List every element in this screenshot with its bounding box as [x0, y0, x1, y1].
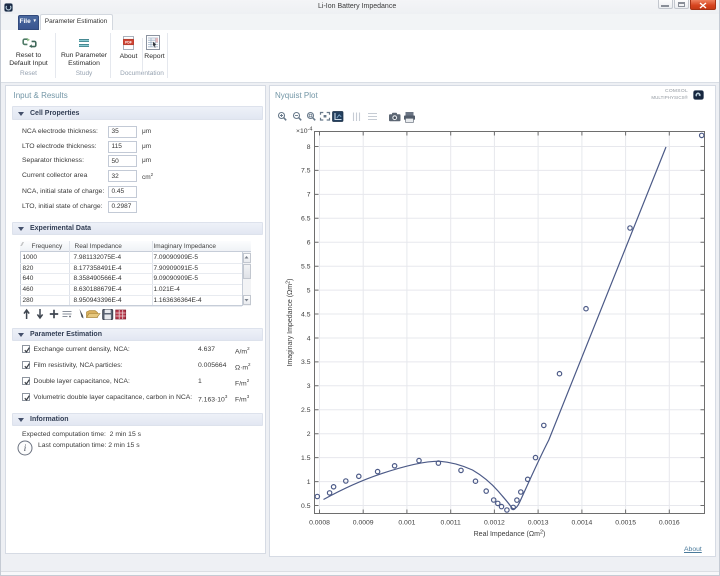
svg-text:0.001: 0.001 [398, 520, 415, 527]
svg-text:5: 5 [307, 287, 311, 294]
svg-text:1: 1 [307, 479, 311, 486]
svg-text:2.5: 2.5 [301, 407, 311, 414]
svg-text:5.5: 5.5 [301, 264, 311, 271]
svg-text:3: 3 [307, 383, 311, 390]
svg-text:6.5: 6.5 [301, 216, 311, 223]
svg-text:7.5: 7.5 [301, 168, 311, 175]
svg-text:0.0008: 0.0008 [309, 520, 330, 527]
svg-text:7: 7 [307, 192, 311, 199]
svg-text:0.0015: 0.0015 [615, 520, 636, 527]
svg-text:4: 4 [307, 335, 311, 342]
svg-text:3.5: 3.5 [301, 359, 311, 366]
svg-text:0.0011: 0.0011 [441, 520, 462, 527]
svg-text:Real Impedance (Ωm2): Real Impedance (Ωm2) [474, 530, 546, 539]
svg-text:0.0013: 0.0013 [528, 520, 549, 527]
svg-text:i: i [24, 443, 27, 453]
svg-text:0.0014: 0.0014 [572, 520, 593, 527]
svg-text:8: 8 [307, 144, 311, 151]
svg-text:PDF: PDF [125, 40, 132, 44]
svg-text:×10-4: ×10-4 [296, 127, 312, 136]
svg-text:0.0016: 0.0016 [659, 520, 680, 527]
svg-text:0.0009: 0.0009 [353, 520, 374, 527]
svg-text:4.5: 4.5 [301, 311, 311, 318]
svg-text:0.0012: 0.0012 [484, 520, 505, 527]
svg-text:Imaginary Impedance (Ωm2): Imaginary Impedance (Ωm2) [286, 278, 295, 366]
svg-text:1.5: 1.5 [301, 455, 311, 462]
svg-text:0.5: 0.5 [301, 503, 311, 510]
svg-text:6: 6 [307, 240, 311, 247]
svg-text:2: 2 [307, 431, 311, 438]
